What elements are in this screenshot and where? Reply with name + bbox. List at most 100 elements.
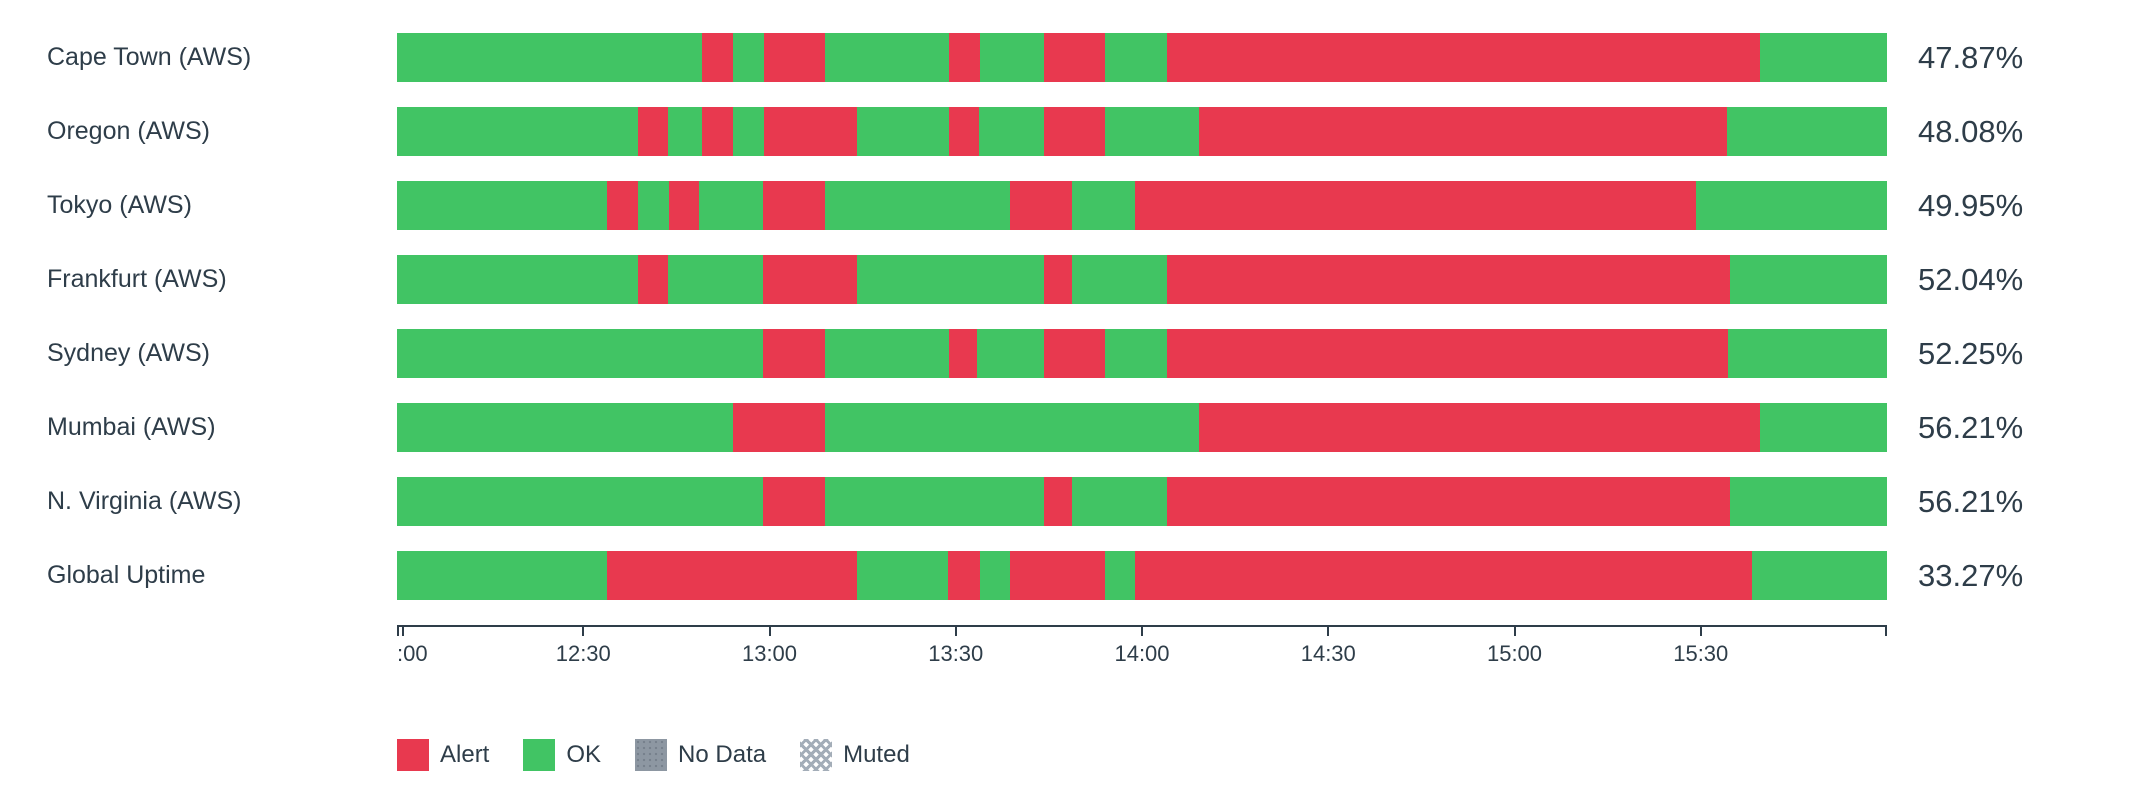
status-segment-alert[interactable]: [637, 255, 668, 304]
muted-swatch-icon: [800, 739, 833, 771]
status-segment-alert[interactable]: [948, 107, 979, 156]
status-segment-ok[interactable]: [1071, 181, 1135, 230]
status-segment-alert[interactable]: [1166, 329, 1728, 378]
status-segment-alert[interactable]: [762, 181, 825, 230]
status-segment-alert[interactable]: [1166, 33, 1760, 82]
status-segment-ok[interactable]: [397, 107, 638, 156]
status-bar: [397, 551, 1887, 600]
status-segment-alert[interactable]: [1166, 477, 1730, 526]
status-segment-ok[interactable]: [1105, 551, 1135, 600]
row-label: Frankfurt (AWS): [47, 265, 227, 293]
status-segment-alert[interactable]: [1134, 551, 1752, 600]
status-segment-alert[interactable]: [763, 33, 825, 82]
status-segment-alert[interactable]: [732, 403, 825, 452]
status-segment-ok[interactable]: [1071, 477, 1167, 526]
status-segment-alert[interactable]: [948, 33, 980, 82]
status-segment-alert[interactable]: [1009, 551, 1105, 600]
row-label: Cape Town (AWS): [47, 43, 252, 71]
status-segment-alert[interactable]: [606, 181, 638, 230]
status-segment-ok[interactable]: [732, 33, 764, 82]
status-segment-ok[interactable]: [824, 329, 949, 378]
status-segment-ok[interactable]: [698, 181, 763, 230]
status-segment-alert[interactable]: [763, 107, 857, 156]
status-segment-alert[interactable]: [762, 329, 825, 378]
status-segment-ok[interactable]: [397, 255, 638, 304]
status-segment-alert[interactable]: [1134, 181, 1696, 230]
row-label: N. Virginia (AWS): [47, 487, 242, 515]
status-segment-alert[interactable]: [637, 107, 668, 156]
status-segment-alert[interactable]: [762, 255, 857, 304]
axis-tick-label: 13:30: [928, 641, 984, 666]
status-segment-alert[interactable]: [702, 33, 733, 82]
status-segment-ok[interactable]: [1727, 329, 1887, 378]
uptime-value: 47.87%: [1918, 39, 2024, 75]
status-segment-ok[interactable]: [397, 551, 607, 600]
status-segment-alert[interactable]: [1043, 33, 1105, 82]
row-label: Mumbai (AWS): [47, 413, 216, 441]
status-segment-ok[interactable]: [1760, 403, 1887, 452]
uptime-value: 52.04%: [1918, 261, 2024, 297]
status-segment-ok[interactable]: [732, 107, 764, 156]
status-row: Mumbai (AWS) 56.21%: [0, 403, 2134, 452]
ok-swatch-icon: [523, 739, 556, 771]
status-segment-ok[interactable]: [1071, 255, 1167, 304]
status-segment-ok[interactable]: [979, 33, 1044, 82]
row-label: Tokyo (AWS): [47, 191, 192, 219]
status-segment-ok[interactable]: [1695, 181, 1887, 230]
status-segment-ok[interactable]: [856, 107, 949, 156]
axis-tick-label: 13:00: [741, 641, 798, 666]
status-segment-alert[interactable]: [948, 329, 977, 378]
status-segment-ok[interactable]: [1759, 33, 1887, 82]
status-segment-ok[interactable]: [824, 477, 1044, 526]
status-segment-ok[interactable]: [667, 255, 763, 304]
status-bar: [397, 403, 1887, 452]
axis-tick-label: 15:00: [1486, 641, 1543, 666]
status-segment-ok[interactable]: [397, 329, 763, 378]
status-segment-ok[interactable]: [667, 107, 702, 156]
status-segment-ok[interactable]: [1751, 551, 1887, 600]
status-segment-ok[interactable]: [397, 33, 702, 82]
status-segment-alert[interactable]: [1166, 255, 1730, 304]
status-segment-alert[interactable]: [1043, 477, 1072, 526]
status-segment-ok[interactable]: [856, 255, 1044, 304]
status-segment-alert[interactable]: [947, 551, 981, 600]
status-segment-ok[interactable]: [856, 551, 948, 600]
status-segment-alert[interactable]: [762, 477, 825, 526]
status-row: Cape Town (AWS) 47.87%: [0, 33, 2134, 82]
status-segment-alert[interactable]: [606, 551, 857, 600]
status-segment-alert[interactable]: [668, 181, 699, 230]
status-segment-alert[interactable]: [1043, 329, 1105, 378]
status-segment-alert[interactable]: [1043, 255, 1072, 304]
status-bar: [397, 107, 1887, 156]
status-segment-alert[interactable]: [701, 107, 733, 156]
status-segment-alert[interactable]: [1198, 403, 1761, 452]
status-segment-ok[interactable]: [397, 181, 607, 230]
status-segment-ok[interactable]: [397, 403, 733, 452]
status-row: Frankfurt (AWS) 52.04%: [0, 255, 2134, 304]
status-segment-alert[interactable]: [1009, 181, 1072, 230]
status-segment-ok[interactable]: [1727, 107, 1887, 156]
status-segment-ok[interactable]: [1104, 33, 1167, 82]
status-segment-ok[interactable]: [397, 477, 763, 526]
status-segment-ok[interactable]: [824, 33, 949, 82]
uptime-value: 52.25%: [1918, 335, 2024, 371]
status-segment-ok[interactable]: [1104, 329, 1167, 378]
status-segment-ok[interactable]: [637, 181, 669, 230]
status-segment-ok[interactable]: [1729, 477, 1887, 526]
status-segment-alert[interactable]: [1198, 107, 1728, 156]
status-segment-ok[interactable]: [980, 551, 1010, 600]
status-segment-ok[interactable]: [1729, 255, 1887, 304]
status-segment-ok[interactable]: [978, 107, 1044, 156]
axis-tick: [402, 626, 404, 636]
axis-tick: [582, 626, 585, 636]
row-label: Sydney (AWS): [47, 339, 211, 367]
uptime-value: 56.21%: [1918, 483, 2024, 519]
alert-swatch-icon: [397, 739, 429, 771]
status-segment-ok[interactable]: [1104, 107, 1199, 156]
status-segment-ok[interactable]: [976, 329, 1044, 378]
status-segment-ok[interactable]: [824, 403, 1199, 452]
status-bar: [397, 181, 1887, 230]
status-segment-ok[interactable]: [824, 181, 1010, 230]
status-segment-alert[interactable]: [1043, 107, 1105, 156]
status-row: Tokyo (AWS) 49.95%: [0, 181, 2134, 230]
